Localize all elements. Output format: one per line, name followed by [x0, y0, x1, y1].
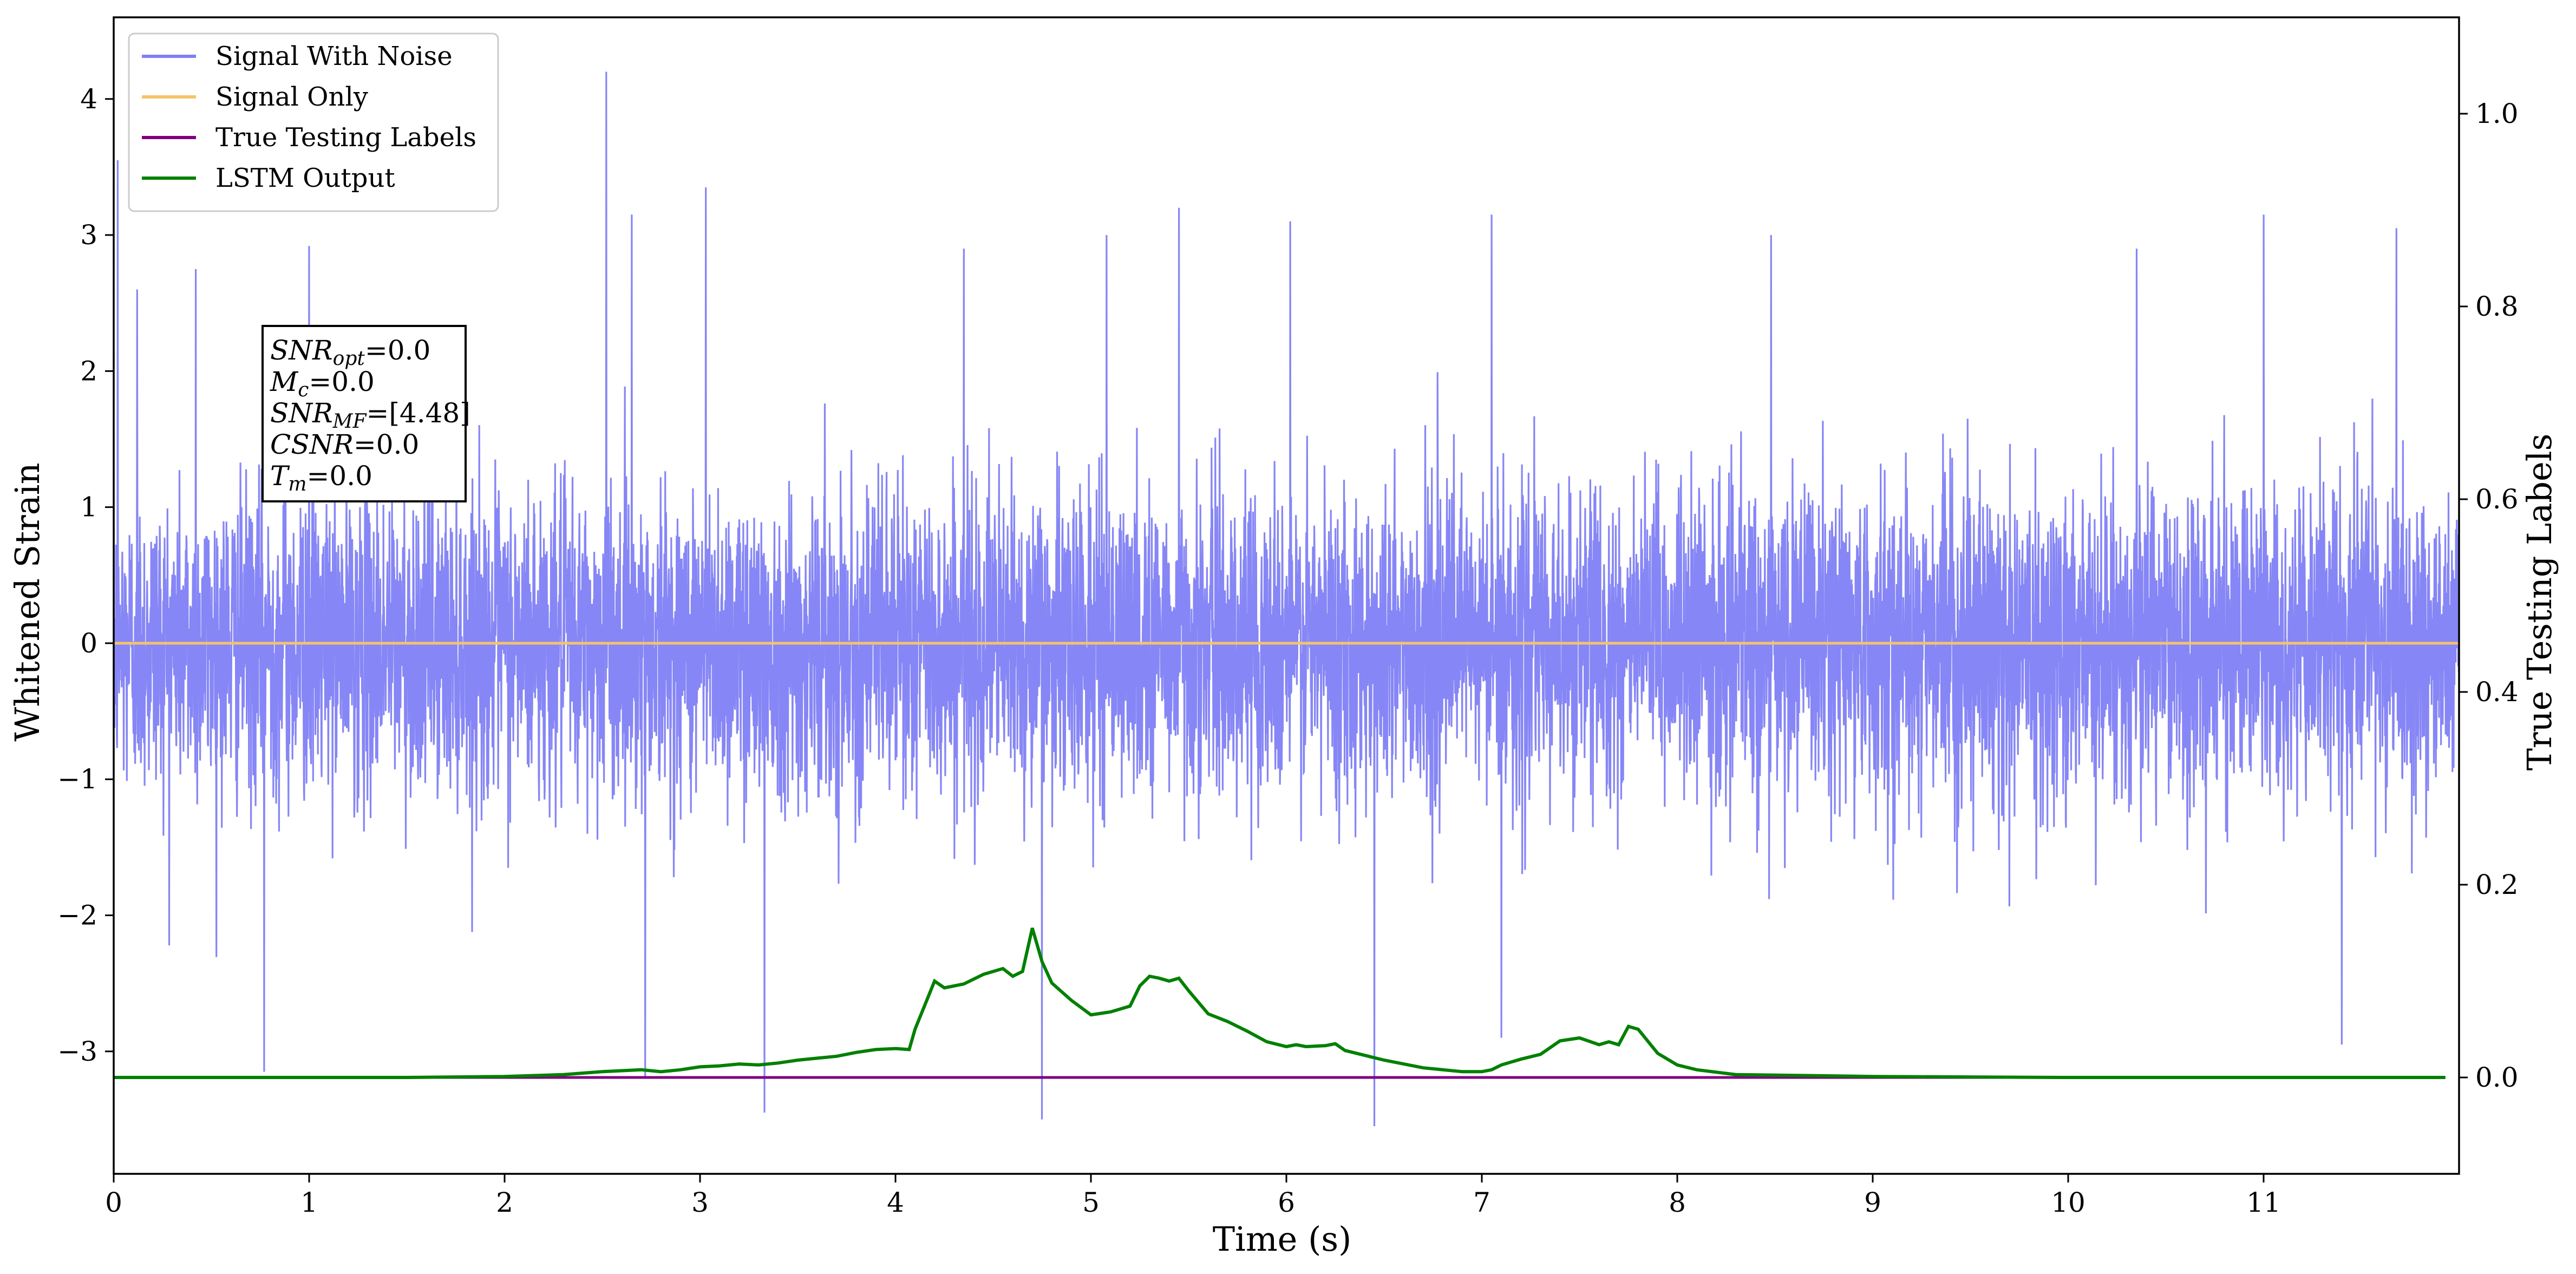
annotation-box: SNRopt=0.0Mc=0.0SNRMF=[4.48]CSNR=0.0Tm=0…: [261, 325, 470, 502]
annotation-line: Mc=0.0: [270, 366, 375, 401]
annotation-line: SNRMF=[4.48]: [270, 397, 470, 433]
legend-frame: [128, 32, 499, 212]
axes: 0 1 2 3 4 5 6 7 8 9 10 1143210−1−2−31.00.80.60.40.2…: [57, 16, 2519, 1218]
y-right-tick-label: 1.0: [2475, 98, 2519, 129]
y-left-tick-label: 1: [80, 492, 97, 523]
legend-label-signal-with-noise: Signal With Noise: [215, 41, 453, 71]
x-tick-label: 0: [105, 1187, 122, 1218]
x-tick-label: 4: [887, 1187, 904, 1218]
annotation-frame: [261, 325, 467, 502]
y-right-tick-label: 0.2: [2475, 869, 2519, 900]
y-right-tick-label: 0.0: [2475, 1062, 2519, 1093]
x-tick-label: 5: [1082, 1187, 1100, 1218]
y-left-tick-label: −3: [57, 1036, 97, 1067]
y-left-tick-label: 3: [80, 219, 97, 251]
x-tick-label: 8: [1669, 1187, 1686, 1218]
annotation-line: SNRopt=0.0: [270, 335, 430, 370]
x-tick-label: 2: [496, 1187, 513, 1218]
y-left-tick-label: 2: [80, 355, 97, 387]
y-axis-label-right: True Testing Labels: [2520, 434, 2559, 771]
legend-label-lstm-output: LSTM Output: [215, 163, 395, 193]
legend-label-true-testing-labels: True Testing Labels: [215, 122, 476, 153]
y-axis-label-left: Whitened Strain: [8, 463, 47, 742]
x-tick-label: 1: [300, 1187, 318, 1218]
y-left-tick-label: −2: [57, 900, 97, 931]
annotation-line: CSNR=0.0: [270, 429, 419, 460]
x-tick-label: 10: [2051, 1187, 2085, 1218]
y-right-tick-label: 0.8: [2475, 291, 2519, 322]
x-tick-label: 6: [1278, 1187, 1295, 1218]
series-signal-with-noise: [114, 71, 2459, 1127]
legend: Signal With Noise Signal Only True Testing…: [128, 32, 499, 212]
x-tick-label: 7: [1473, 1187, 1490, 1218]
legend-label-signal-only: Signal Only: [215, 82, 368, 112]
y-right-tick-label: 0.6: [2475, 484, 2519, 515]
x-axis-label: Time (s): [1213, 1219, 1352, 1259]
y-left-tick-label: 4: [80, 83, 97, 115]
x-tick-label: 11: [2246, 1187, 2281, 1218]
y-left-tick-label: −1: [57, 763, 97, 795]
annotation-line: Tm=0.0: [270, 460, 372, 495]
y-left-tick-label: 0: [80, 628, 97, 659]
y-right-tick-label: 0.4: [2475, 676, 2519, 708]
plot-area: [114, 71, 2459, 1127]
series-lstm-output: [114, 927, 2446, 1079]
x-tick-label: 3: [691, 1187, 709, 1218]
x-tick-label: 9: [1864, 1187, 1881, 1218]
